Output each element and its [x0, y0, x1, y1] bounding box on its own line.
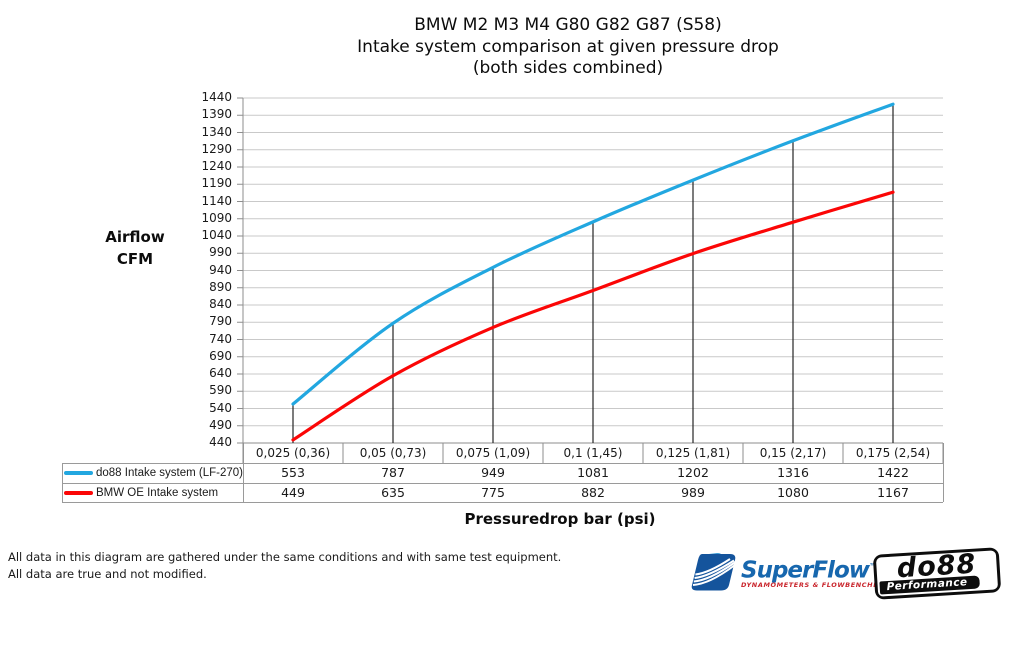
superflow-logo: SuperFlow™ DYNAMOMETERS & FLOWBENCHES — [690, 552, 884, 592]
y-tick-label: 1240 — [201, 159, 232, 173]
table-value-cell: 1316 — [777, 465, 809, 480]
legend-row-do88: do88 Intake system (LF-270) — [62, 463, 243, 483]
series-line-do88-intake-system-lf-270- — [291, 102, 895, 406]
x-category-label: 0,125 (1,81) — [655, 446, 731, 460]
y-tick-label: 1390 — [201, 107, 232, 122]
y-tick-label: 840 — [209, 297, 232, 311]
superflow-wordmark: SuperFlow™ DYNAMOMETERS & FLOWBENCHES — [741, 555, 884, 589]
footer-note-line1: All data in this diagram are gathered un… — [8, 550, 562, 564]
legend-label: BMW OE Intake system — [96, 486, 219, 499]
y-tick-label: 1290 — [201, 141, 232, 156]
chart-title-line2: Intake system comparison at given pressu… — [357, 36, 779, 57]
y-tick-label: 990 — [209, 245, 232, 260]
table-value-cell: 775 — [481, 485, 505, 500]
x-category-label: 0,15 (2,17) — [759, 446, 827, 460]
x-category-label: 0,075 (1,09) — [455, 446, 531, 460]
x-category-label: 0,175 (2,54) — [855, 446, 931, 460]
table-value-cell: 1167 — [877, 485, 909, 500]
y-tick-label: 940 — [209, 262, 232, 277]
y-tick-label: 1340 — [201, 124, 232, 139]
table-border-vertical — [943, 443, 944, 502]
y-tick-label: 690 — [209, 348, 232, 363]
do88-logo: do88 Performance — [872, 547, 1002, 600]
table-value-cell: 1202 — [677, 465, 709, 480]
superflow-name: SuperFlow™ — [741, 555, 884, 583]
x-axis-title: Pressuredrop bar (psi) — [464, 510, 656, 528]
table-border-horizontal — [62, 463, 943, 464]
table-value-cell: 1081 — [577, 465, 609, 480]
table-value-cell: 635 — [381, 485, 405, 500]
legend-label: do88 Intake system (LF-270) — [96, 467, 244, 479]
table-value-cell: 449 — [281, 485, 305, 500]
legend-line-swatch — [64, 471, 93, 475]
y-tick-label: 640 — [209, 366, 232, 380]
legend-line-swatch — [64, 490, 93, 495]
superflow-swoosh-icon — [691, 552, 737, 591]
y-axis-title-line2: CFM — [116, 250, 154, 268]
chart-data-table: 0,025 (0,36) 0,05 (0,73) 0,075 (1,09) 0,1 (… — [62, 443, 944, 503]
chart-title-line1: BMW M2 M3 M4 G80 G82 G87 (S58) — [414, 15, 722, 35]
table-value-cell: 989 — [681, 485, 705, 500]
y-tick-label: 1040 — [201, 228, 232, 242]
y-axis-title-line1: Airflow — [105, 228, 165, 246]
chart-title-line3: (both sides combined) — [472, 58, 664, 78]
y-tick-label: 1140 — [201, 193, 232, 208]
y-tick-label: 1190 — [201, 176, 232, 191]
table-border-vertical — [62, 463, 63, 502]
y-tick-label: 1440 — [201, 90, 232, 104]
x-category-label: 0,05 (0,73) — [359, 446, 427, 460]
table-value-cell: 882 — [581, 485, 605, 500]
y-tick-label: 790 — [209, 314, 232, 329]
legend-row-bmw-oe: BMW OE Intake system — [62, 483, 243, 502]
chart-title: BMW M2 M3 M4 G80 G82 G87 (S58) Intake sy… — [168, 15, 968, 80]
y-tick-label: 540 — [209, 400, 232, 415]
y-tick-label: 740 — [209, 331, 232, 346]
y-tick-label: 590 — [209, 383, 232, 398]
x-category-label: 0,025 (0,36) — [255, 446, 331, 460]
x-category-label: 0,1 (1,45) — [563, 446, 623, 460]
superflow-subtitle: DYNAMOMETERS & FLOWBENCHES — [741, 580, 884, 589]
footer-note-line2: All data are true and not modified. — [8, 567, 207, 581]
table-border-horizontal — [62, 502, 943, 503]
series-line-bmw-oe-intake-system — [291, 190, 895, 442]
footer-note: All data in this diagram are gathered un… — [8, 549, 561, 583]
table-value-cell: 1080 — [777, 485, 809, 500]
table-value-cell: 553 — [281, 465, 305, 480]
do88-logo-inner: do88 Performance — [875, 550, 999, 597]
table-value-cell: 1422 — [877, 465, 909, 480]
y-axis-title: Airflow CFM — [95, 226, 175, 270]
y-tick-label: 1090 — [201, 210, 232, 225]
table-border-horizontal — [62, 483, 943, 484]
table-value-cell: 787 — [381, 465, 405, 480]
y-tick-label: 440 — [209, 435, 232, 449]
table-value-cell: 949 — [481, 465, 505, 480]
table-border-vertical — [243, 443, 244, 502]
y-tick-label: 890 — [209, 279, 232, 294]
y-tick-label: 490 — [209, 417, 232, 432]
